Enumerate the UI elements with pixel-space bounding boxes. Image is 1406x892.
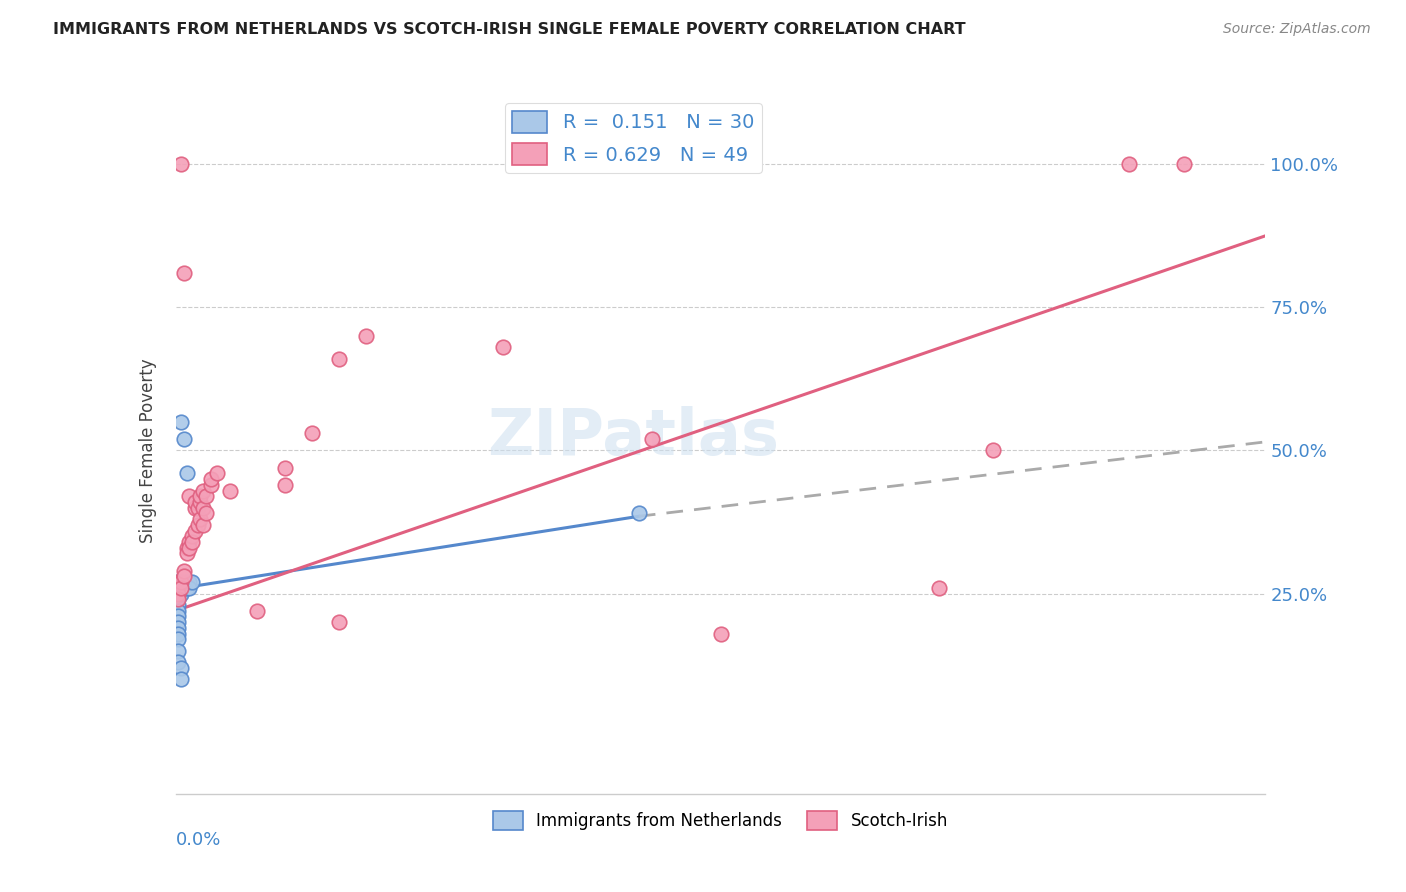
Point bbox=[167, 609, 190, 624]
Y-axis label: Single Female Poverty: Single Female Poverty bbox=[139, 359, 157, 542]
Point bbox=[710, 626, 733, 640]
Point bbox=[170, 586, 193, 600]
Point bbox=[167, 586, 190, 600]
Point bbox=[176, 541, 198, 555]
Point bbox=[179, 535, 201, 549]
Point bbox=[170, 575, 193, 590]
Point bbox=[191, 500, 214, 515]
Point bbox=[205, 467, 228, 481]
Point bbox=[356, 329, 378, 343]
Point bbox=[170, 575, 193, 590]
Point bbox=[246, 604, 269, 618]
Point bbox=[167, 615, 190, 630]
Point bbox=[167, 598, 190, 612]
Text: IMMIGRANTS FROM NETHERLANDS VS SCOTCH-IRISH SINGLE FEMALE POVERTY CORRELATION CH: IMMIGRANTS FROM NETHERLANDS VS SCOTCH-IR… bbox=[53, 22, 966, 37]
Point bbox=[492, 340, 515, 354]
Point bbox=[167, 644, 190, 658]
Point bbox=[170, 581, 193, 595]
Point bbox=[170, 415, 193, 429]
Point bbox=[173, 581, 195, 595]
Point bbox=[928, 581, 950, 595]
Text: Source: ZipAtlas.com: Source: ZipAtlas.com bbox=[1223, 22, 1371, 37]
Point bbox=[219, 483, 242, 498]
Point bbox=[173, 432, 195, 446]
Point bbox=[191, 517, 214, 532]
Point bbox=[301, 426, 323, 441]
Point bbox=[167, 592, 190, 607]
Point bbox=[167, 604, 190, 618]
Point bbox=[200, 472, 222, 486]
Point bbox=[167, 586, 190, 600]
Point bbox=[167, 581, 190, 595]
Point bbox=[167, 575, 190, 590]
Point bbox=[186, 517, 209, 532]
Point bbox=[170, 581, 193, 595]
Point bbox=[184, 495, 207, 509]
Point bbox=[176, 546, 198, 561]
Point bbox=[167, 655, 190, 669]
Point bbox=[173, 266, 195, 280]
Point bbox=[173, 575, 195, 590]
Point bbox=[186, 500, 209, 515]
Point bbox=[184, 524, 207, 538]
Point bbox=[641, 432, 664, 446]
Point bbox=[188, 489, 211, 503]
Point bbox=[274, 478, 297, 492]
Point bbox=[179, 575, 201, 590]
Point bbox=[328, 615, 350, 630]
Point bbox=[167, 575, 190, 590]
Point bbox=[194, 489, 217, 503]
Point bbox=[194, 507, 217, 521]
Point bbox=[184, 500, 207, 515]
Point bbox=[1118, 157, 1140, 171]
Point bbox=[181, 535, 204, 549]
Point bbox=[176, 467, 198, 481]
Point bbox=[167, 575, 190, 590]
Point bbox=[200, 478, 222, 492]
Text: 0.0%: 0.0% bbox=[176, 831, 221, 849]
Point bbox=[167, 621, 190, 635]
Legend: Immigrants from Netherlands, Scotch-Irish: Immigrants from Netherlands, Scotch-Iris… bbox=[486, 805, 955, 837]
Point bbox=[191, 483, 214, 498]
Point bbox=[981, 443, 1004, 458]
Point bbox=[176, 575, 198, 590]
Text: ZIPatlas: ZIPatlas bbox=[488, 406, 779, 467]
Point bbox=[167, 632, 190, 647]
Point bbox=[328, 351, 350, 366]
Point bbox=[173, 569, 195, 583]
Point bbox=[627, 507, 650, 521]
Point bbox=[173, 564, 195, 578]
Point bbox=[179, 489, 201, 503]
Point bbox=[170, 661, 193, 675]
Point bbox=[167, 586, 190, 600]
Point bbox=[170, 157, 193, 171]
Point bbox=[1173, 157, 1195, 171]
Point bbox=[181, 529, 204, 543]
Point bbox=[176, 581, 198, 595]
Point bbox=[179, 541, 201, 555]
Point bbox=[188, 512, 211, 526]
Point bbox=[188, 495, 211, 509]
Point bbox=[181, 575, 204, 590]
Point bbox=[274, 460, 297, 475]
Point bbox=[179, 581, 201, 595]
Point bbox=[170, 673, 193, 687]
Point bbox=[167, 592, 190, 607]
Point bbox=[167, 626, 190, 640]
